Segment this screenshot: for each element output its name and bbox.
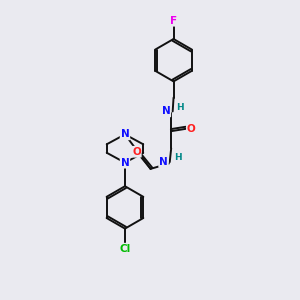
Text: H: H <box>175 153 182 162</box>
Text: O: O <box>187 124 196 134</box>
Text: N: N <box>121 129 129 140</box>
Text: N: N <box>121 158 129 168</box>
Text: Cl: Cl <box>119 244 130 254</box>
Text: N: N <box>159 157 168 167</box>
Text: H: H <box>176 103 183 112</box>
Text: N: N <box>161 106 170 116</box>
Text: F: F <box>170 16 177 26</box>
Text: O: O <box>132 147 141 157</box>
